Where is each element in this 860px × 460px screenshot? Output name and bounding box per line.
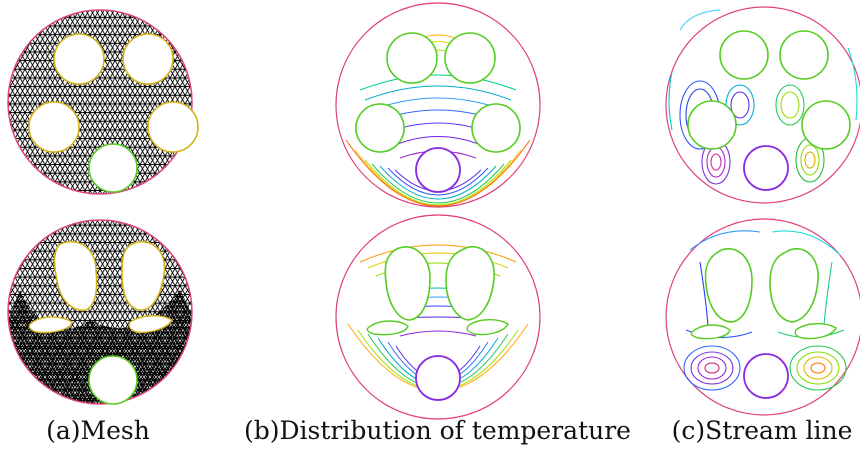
temperature-panel-bottom [336, 215, 540, 419]
caption-temperature: (b)Distribution of temperature [244, 418, 624, 443]
streamline-panel-top [666, 7, 860, 203]
caption-mesh: (a)Mesh [8, 418, 188, 443]
mesh-panel-top [0, 0, 200, 200]
streamline-panel-bottom [666, 219, 860, 415]
caption-streamline: (c)Stream line [664, 418, 860, 443]
mesh-panel-bottom [0, 210, 200, 410]
temperature-panel-top [336, 3, 540, 207]
